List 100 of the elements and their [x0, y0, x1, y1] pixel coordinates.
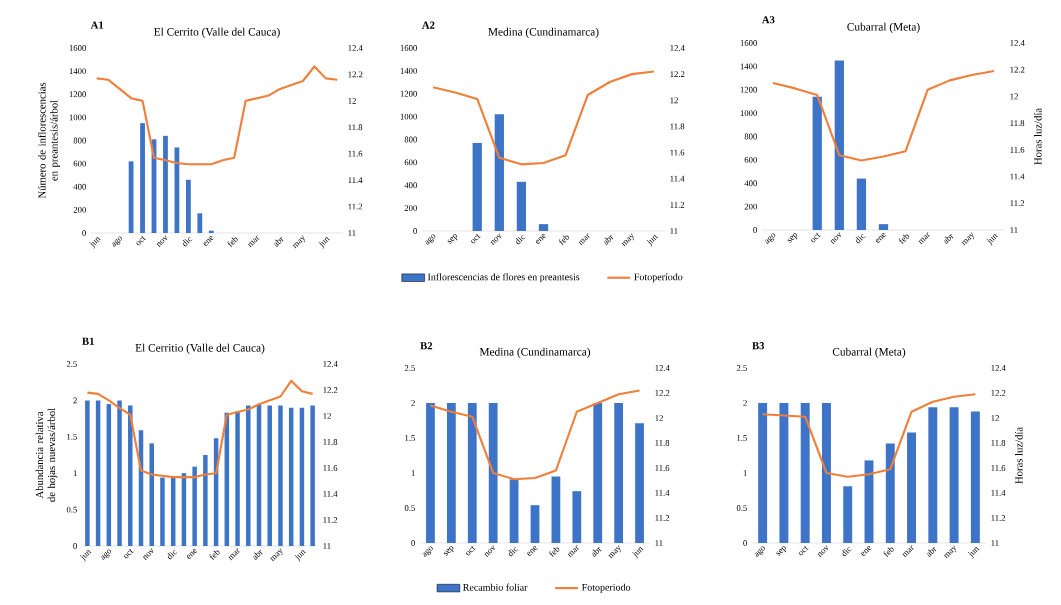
x-tick-label: may — [292, 235, 305, 249]
x-tick-label: oct — [466, 546, 476, 556]
y2-tick-label: 11 — [1010, 227, 1018, 233]
y2-tick-label: 11.2 — [655, 515, 670, 521]
y2-tick-label: 12 — [991, 415, 999, 421]
text: B1 — [82, 337, 94, 345]
y2-tick-label: 11.4 — [991, 490, 1006, 496]
y2-tick-label: 11.2 — [991, 515, 1006, 521]
bar — [85, 400, 90, 546]
x-tick-label: nov — [142, 548, 154, 561]
y-tick-label: 200 — [73, 206, 86, 213]
bar — [821, 402, 831, 543]
y-tick-label: 1 — [73, 470, 77, 477]
chart-title: El Cerrito (Valle del Cauca) — [154, 27, 280, 38]
bar — [834, 60, 844, 230]
y2-tick-label: 11.8 — [323, 439, 338, 445]
y2-tick-label: 11 — [670, 228, 678, 234]
x-tick-label: abr — [591, 546, 602, 557]
bar — [203, 454, 208, 546]
x-tick-label: dic — [841, 546, 852, 557]
y2-tick-label: 11 — [991, 540, 999, 546]
bar — [117, 400, 122, 546]
y2-tick-label: 12 — [655, 415, 663, 421]
y2-tick-label: 11.2 — [323, 517, 338, 523]
x-tick-label: feb — [883, 547, 894, 558]
x-tick-label: nov — [817, 545, 829, 558]
y2-tick-label: 11.6 — [348, 150, 363, 157]
chart-title: Medina (Cundinamarca) — [479, 347, 591, 358]
x-tick-label: abr — [274, 236, 284, 247]
x-tick-label: dic — [167, 549, 178, 560]
bar — [128, 405, 133, 546]
y2-tick-label: 11.6 — [991, 465, 1006, 471]
x-tick-label: ago — [754, 546, 765, 557]
bar — [163, 135, 168, 233]
y-tick-label: 2.5 — [66, 361, 77, 367]
y-tick-label: 600 — [744, 156, 757, 163]
x-tick-label: may — [608, 545, 621, 559]
y2-tick-label: 12.2 — [348, 71, 363, 78]
bar — [928, 407, 938, 543]
y-tick-label: 2 — [411, 400, 415, 406]
y2-tick-label: 11.2 — [670, 201, 685, 208]
text: B3 — [752, 342, 765, 350]
x-tick-label: oct — [471, 234, 481, 244]
chart-title: Medina (Cundinamarca) — [488, 27, 599, 38]
x-tick-label: sep — [447, 234, 458, 244]
y2-tick-label: 11.2 — [1010, 200, 1025, 207]
x-tick-label: feb — [559, 235, 570, 246]
line-series — [431, 70, 656, 166]
bar — [538, 224, 549, 231]
y-tick-label: 2 — [73, 397, 77, 404]
y-tick-label: 1000 — [69, 114, 86, 121]
y2-tick-label: 11.8 — [1010, 120, 1025, 127]
y2-tick-label: 12.4 — [348, 45, 363, 51]
y2-tick-label: 11.6 — [1010, 146, 1025, 153]
bar — [970, 411, 980, 543]
bar — [593, 402, 603, 543]
bar — [878, 224, 889, 230]
x-tick-label: abr — [603, 234, 614, 245]
text: A3 — [761, 16, 775, 24]
x-tick-label: jun — [89, 237, 101, 249]
x-tick-label: ago — [425, 234, 436, 245]
x-tick-label: mar — [567, 545, 580, 558]
x-tick-label: ene — [861, 546, 872, 556]
x-tick-label: feb — [899, 234, 910, 245]
bar — [160, 477, 165, 546]
bar — [949, 407, 959, 543]
y2-tick-label: 11.8 — [670, 123, 685, 130]
y2-tick-label: 12.2 — [323, 387, 338, 393]
y-tick-label: 0 — [82, 230, 86, 236]
bar — [208, 230, 214, 233]
y-tick-label: 1400 — [400, 67, 417, 74]
y-tick-label: 1 — [743, 470, 747, 476]
y2-tick-label: 11.6 — [670, 149, 685, 156]
x-tick-label: dic — [508, 546, 518, 557]
y2-tick-label: 11.4 — [323, 491, 338, 497]
x-tick-label: mar — [918, 232, 930, 245]
y-tick-label: 1 — [411, 470, 415, 476]
y-tick-label: 1000 — [400, 113, 417, 120]
y-tick-label: 600 — [73, 160, 86, 167]
y2-tick-label: 12.2 — [1010, 66, 1025, 73]
y2-tick-label: 12.2 — [991, 390, 1006, 396]
bar — [494, 114, 504, 231]
y-tick-label: 1.5 — [405, 435, 415, 441]
legend-label: Fotoperiodo — [581, 583, 631, 593]
bar — [197, 213, 203, 233]
y-tick-label: 1600 — [740, 40, 757, 46]
y-tick-label: 1200 — [400, 90, 417, 97]
y2-axis-title: Horas luz/día — [1015, 427, 1023, 484]
x-tick-label: nov — [830, 232, 841, 245]
x-tick-label: mar — [902, 545, 914, 558]
x-tick-label: dic — [515, 234, 526, 245]
y-tick-label: 1600 — [400, 45, 417, 51]
x-tick-label: ene — [875, 233, 886, 243]
text: A2 — [421, 21, 435, 29]
x-tick-label: mar — [228, 548, 240, 561]
y-tick-label: 1600 — [69, 45, 86, 51]
bar — [488, 402, 498, 543]
bar — [278, 405, 283, 546]
bar — [907, 432, 917, 543]
x-tick-label: ago — [422, 546, 433, 557]
